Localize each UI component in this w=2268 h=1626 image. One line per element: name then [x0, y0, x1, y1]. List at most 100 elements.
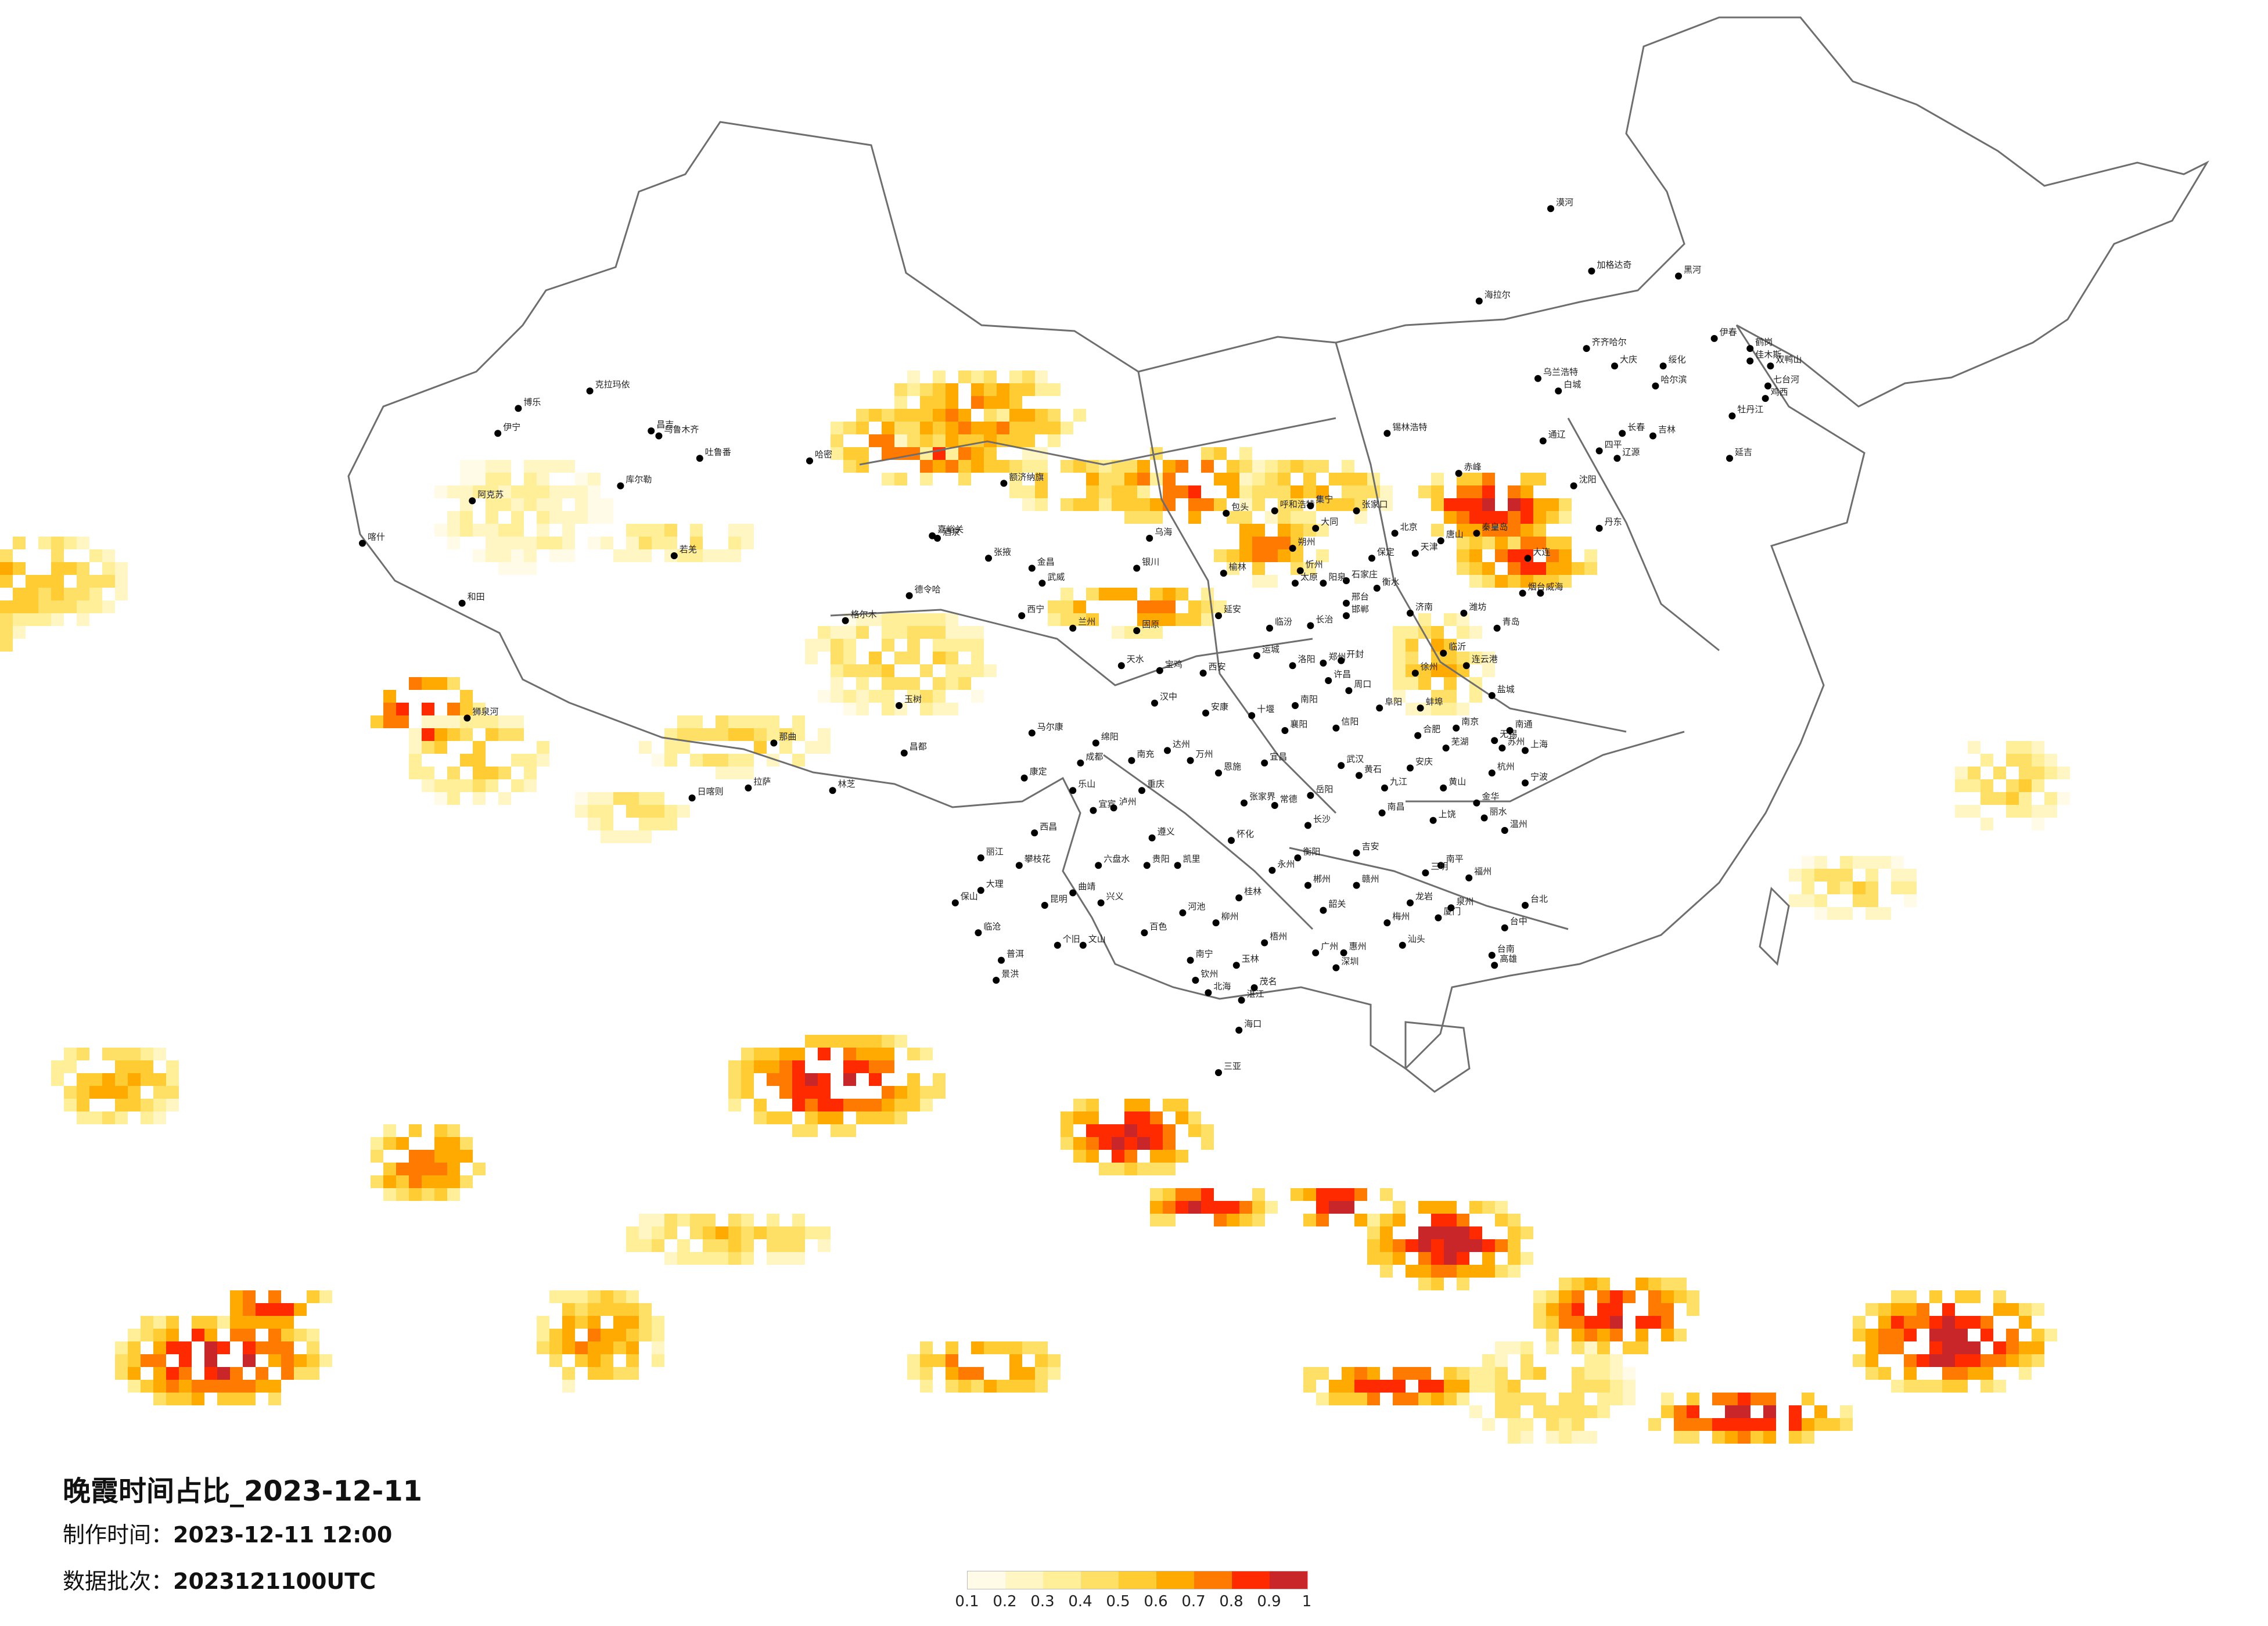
glow-cell — [524, 754, 537, 767]
glow-cell — [511, 511, 524, 524]
glow-cell — [562, 1341, 575, 1354]
glow-cell — [1508, 1405, 1521, 1418]
glow-cell — [984, 664, 997, 677]
glow-cell — [1866, 907, 1878, 920]
glow-cell — [166, 1099, 179, 1111]
city-marker: 成都 — [1077, 751, 1103, 767]
glow-cell — [1252, 473, 1265, 485]
glow-cell — [856, 677, 869, 690]
legend-tick-label: 0.2 — [993, 1593, 1017, 1610]
city-label: 辽源 — [1622, 447, 1640, 457]
glow-cell — [1993, 1303, 2006, 1316]
glow-cell — [1099, 1124, 1112, 1137]
glow-cell — [1393, 626, 1406, 639]
glow-cell — [869, 690, 882, 703]
glow-cell — [869, 613, 882, 626]
city-dot — [469, 497, 476, 505]
glow-cell — [1495, 1239, 1508, 1252]
glow-cell — [575, 1316, 588, 1329]
glow-cell — [1099, 588, 1112, 600]
glow-cell — [907, 383, 920, 396]
glow-cell — [1444, 1265, 1457, 1278]
city-label: 曲靖 — [1078, 882, 1095, 892]
glow-cell — [907, 434, 920, 447]
glow-cell — [1176, 1201, 1188, 1214]
glow-cell — [13, 588, 26, 600]
city-label: 兴义 — [1106, 891, 1124, 902]
glow-cell — [0, 613, 13, 626]
glow-cell — [1048, 434, 1061, 447]
glow-cell — [971, 1367, 984, 1380]
glow-cell — [1022, 422, 1035, 434]
city-label: 个旧 — [1063, 934, 1080, 944]
city-marker: 漠河 — [1547, 197, 1573, 213]
city-label: 白城 — [1563, 379, 1581, 390]
glow-cell — [422, 677, 434, 690]
glow-cell — [907, 690, 920, 703]
legend-tick-label: 0.6 — [1144, 1593, 1168, 1610]
city-dot — [1764, 382, 1771, 390]
glow-cell — [818, 741, 831, 754]
city-dot — [1465, 874, 1473, 882]
glow-cell — [434, 1137, 447, 1150]
glow-cell — [64, 537, 77, 549]
glow-cell — [1508, 524, 1521, 537]
glow-cell — [460, 754, 473, 767]
glow-cell — [1431, 1380, 1444, 1393]
glow-cell — [1431, 626, 1444, 639]
city-marker: 张家口 — [1353, 499, 1388, 515]
glow-cell — [856, 690, 869, 703]
glow-cell — [1239, 485, 1252, 498]
city-dot — [993, 977, 1000, 984]
glow-cell — [1866, 1354, 1878, 1367]
legend-colorbar — [967, 1571, 1308, 1589]
city-marker: 昆明 — [1041, 894, 1067, 909]
city-label: 武汉 — [1346, 754, 1364, 764]
city-marker: 长春 — [1619, 422, 1645, 437]
glow-cell — [1559, 1303, 1572, 1316]
glow-cell — [524, 549, 537, 562]
glow-cell — [1367, 1239, 1380, 1252]
glow-cell — [920, 626, 933, 639]
city-dot — [1151, 699, 1158, 707]
glow-cell — [652, 537, 664, 549]
glow-cell — [946, 422, 958, 434]
glow-cell — [38, 537, 51, 549]
city-marker: 台中 — [1501, 916, 1527, 931]
glow-cell — [894, 396, 907, 409]
city-label: 宜昌 — [1270, 751, 1287, 762]
glow-cell — [409, 677, 422, 690]
glow-cell — [805, 1124, 818, 1137]
glow-cell — [779, 1048, 792, 1060]
city-dot — [1090, 807, 1097, 814]
city-marker: 杭州 — [1488, 761, 1515, 777]
glow-cell — [1201, 1201, 1214, 1214]
glow-cell — [869, 1111, 882, 1124]
glow-cell — [767, 715, 779, 728]
city-label: 西安 — [1209, 661, 1226, 672]
city-marker: 福州 — [1465, 866, 1491, 882]
city-marker: 北京 — [1391, 521, 1418, 537]
glow-cell — [1546, 562, 1559, 575]
city-dot — [1746, 345, 1754, 352]
glow-cell — [511, 549, 524, 562]
city-label: 运城 — [1262, 644, 1279, 654]
city-label: 昆明 — [1050, 894, 1067, 904]
glow-cell — [933, 383, 946, 396]
glow-cell — [1661, 1303, 1674, 1316]
city-label: 呼和浩特 — [1280, 499, 1315, 510]
glow-cell — [307, 1354, 319, 1367]
city-marker: 三明 — [1422, 861, 1448, 877]
glow-cell — [690, 715, 703, 728]
city-dot — [829, 787, 836, 794]
city-dot — [1261, 759, 1268, 767]
glow-cell — [1968, 779, 1981, 792]
glow-cell — [754, 1048, 767, 1060]
glow-cell — [192, 1329, 204, 1341]
city-dot — [1588, 267, 1595, 275]
city-dot — [1028, 729, 1036, 737]
glow-cell — [1508, 1252, 1521, 1265]
glow-cell — [1482, 1201, 1495, 1214]
glow-cell — [153, 1048, 166, 1060]
glow-cell — [243, 1341, 256, 1354]
